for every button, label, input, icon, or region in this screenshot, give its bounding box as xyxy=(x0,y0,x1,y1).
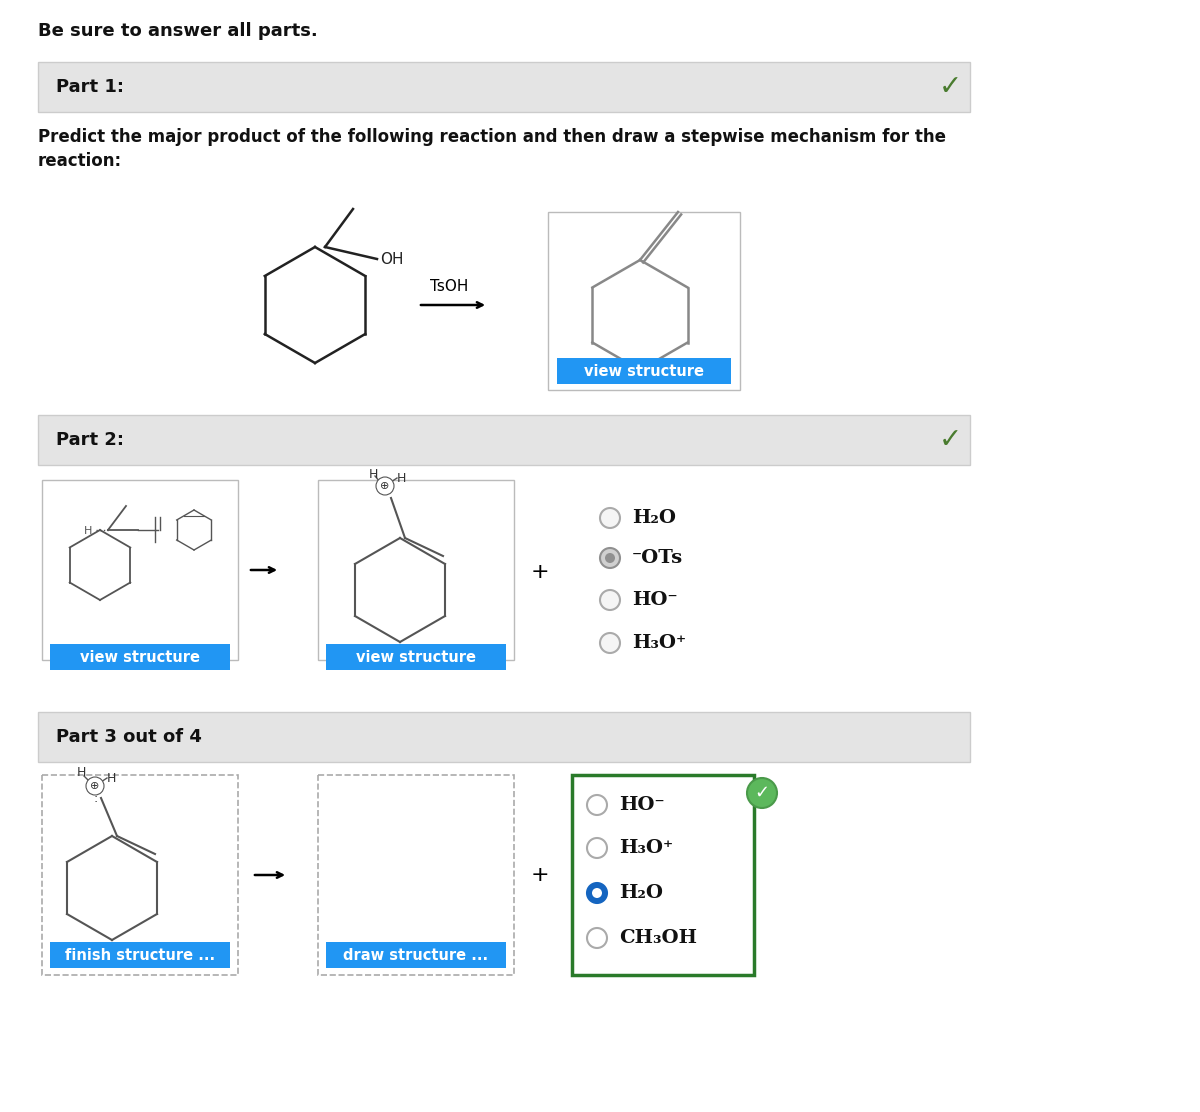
Bar xyxy=(548,212,740,390)
Bar xyxy=(42,480,238,661)
Circle shape xyxy=(605,553,616,563)
Bar xyxy=(572,775,754,975)
Text: ✓: ✓ xyxy=(938,426,961,454)
Bar xyxy=(318,480,514,661)
Circle shape xyxy=(587,838,607,858)
Text: TsOH: TsOH xyxy=(430,279,468,294)
Text: CH₃OH: CH₃OH xyxy=(619,929,697,947)
Circle shape xyxy=(600,590,620,610)
Text: ✓: ✓ xyxy=(938,73,961,101)
Circle shape xyxy=(587,883,607,903)
Text: HO⁻: HO⁻ xyxy=(619,796,665,814)
Text: +: + xyxy=(530,562,550,582)
Text: :: : xyxy=(94,792,98,804)
Bar xyxy=(318,775,514,975)
Circle shape xyxy=(600,633,620,653)
Circle shape xyxy=(600,508,620,528)
Circle shape xyxy=(86,777,104,795)
Text: HO⁻: HO⁻ xyxy=(632,590,678,609)
Bar xyxy=(326,942,506,969)
Bar xyxy=(38,62,970,112)
Text: Part 2:: Part 2: xyxy=(56,431,124,449)
Bar xyxy=(50,644,230,671)
Text: finish structure ...: finish structure ... xyxy=(65,947,215,963)
Text: Part 3 out of 4: Part 3 out of 4 xyxy=(56,728,202,746)
Text: H₃O⁺: H₃O⁺ xyxy=(619,838,673,857)
Circle shape xyxy=(587,929,607,949)
Circle shape xyxy=(587,795,607,815)
Bar xyxy=(557,358,731,384)
Text: H: H xyxy=(107,772,115,784)
Text: Predict the major product of the following reaction and then draw a stepwise mec: Predict the major product of the followi… xyxy=(38,128,946,146)
Circle shape xyxy=(600,548,620,568)
Text: Be sure to answer all parts.: Be sure to answer all parts. xyxy=(38,22,318,40)
Text: Part 1:: Part 1: xyxy=(56,78,124,96)
Text: H: H xyxy=(396,471,406,485)
Text: H: H xyxy=(368,467,378,480)
Bar xyxy=(326,644,506,671)
Text: H: H xyxy=(84,526,92,536)
Text: ✓: ✓ xyxy=(755,784,769,802)
Bar xyxy=(42,775,238,975)
Circle shape xyxy=(592,888,602,898)
Text: view structure: view structure xyxy=(80,649,200,665)
Text: H₃O⁺: H₃O⁺ xyxy=(632,634,686,652)
Text: ⊕: ⊕ xyxy=(380,481,390,492)
Text: +: + xyxy=(530,865,550,885)
Text: ⁻OTs: ⁻OTs xyxy=(632,549,683,567)
Bar xyxy=(38,415,970,465)
Text: view structure: view structure xyxy=(356,649,476,665)
Bar xyxy=(50,942,230,969)
Circle shape xyxy=(376,477,394,495)
Text: H₂O: H₂O xyxy=(619,884,662,902)
Text: ⊕: ⊕ xyxy=(90,781,100,791)
Bar xyxy=(38,712,970,762)
Circle shape xyxy=(746,778,778,808)
Text: reaction:: reaction: xyxy=(38,152,122,170)
Text: OH: OH xyxy=(380,252,403,268)
Text: view structure: view structure xyxy=(584,364,704,378)
Text: draw structure ...: draw structure ... xyxy=(343,947,488,963)
Text: H₂O: H₂O xyxy=(632,509,676,527)
Text: H: H xyxy=(77,765,85,778)
